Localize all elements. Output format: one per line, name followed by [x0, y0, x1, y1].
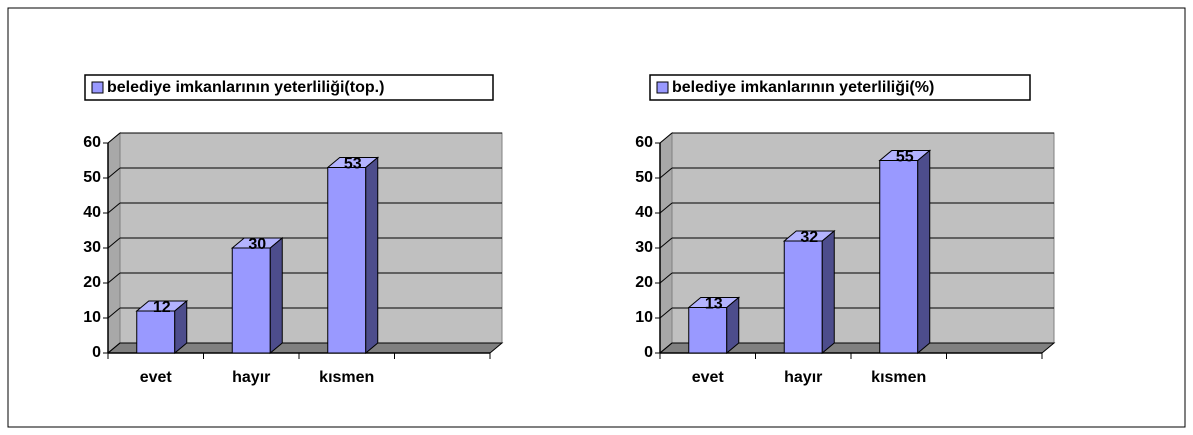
y-tick-label: 30: [83, 239, 101, 256]
bar-side: [821, 229, 835, 355]
legend-swatch: [91, 81, 104, 94]
bar-side: [269, 236, 283, 355]
x-tick-label: evet: [692, 369, 725, 386]
grid-line: [659, 132, 673, 144]
bar-side: [365, 156, 379, 355]
y-tick-label: 10: [83, 309, 101, 326]
legend-box: [84, 74, 494, 101]
y-tick-label: 40: [83, 204, 101, 221]
y-tick-label: 30: [635, 239, 653, 256]
legend-label: belediye imkanlarının yeterliliği(top.): [107, 79, 384, 96]
x-tick-label: hayır: [232, 369, 270, 386]
bar: [136, 310, 176, 354]
grid-line: [659, 342, 673, 354]
grid-line: [659, 307, 673, 319]
y-tick-label: 0: [644, 344, 653, 361]
grid-line: [659, 167, 673, 179]
bar: [327, 167, 367, 354]
bar: [231, 247, 271, 354]
y-tick-label: 40: [635, 204, 653, 221]
data-label: 32: [800, 229, 818, 246]
bar-side: [174, 299, 188, 355]
grid-line: [107, 167, 121, 179]
y-tick-label: 60: [635, 134, 653, 151]
x-tick-label: kısmen: [319, 369, 374, 386]
bar: [783, 240, 823, 354]
grid-line: [659, 202, 673, 214]
bar: [688, 307, 728, 354]
grid-line: [107, 132, 121, 144]
x-tick-label: evet: [140, 369, 173, 386]
y-tick-label: 20: [83, 274, 101, 291]
x-tick-label: hayır: [784, 369, 822, 386]
grid-line: [107, 342, 121, 354]
legend-label: belediye imkanlarının yeterliliği(%): [672, 79, 934, 96]
y-tick-label: 60: [83, 134, 101, 151]
y-tick-label: 20: [635, 274, 653, 291]
y-tick-label: 10: [635, 309, 653, 326]
data-label: 55: [896, 149, 914, 166]
data-label: 12: [153, 299, 171, 316]
y-tick-label: 50: [83, 169, 101, 186]
bar: [879, 160, 919, 354]
grid-line: [659, 272, 673, 284]
x-tick-label: kısmen: [871, 369, 926, 386]
bar-side: [726, 296, 740, 355]
data-label: 13: [705, 296, 723, 313]
grid-line: [107, 202, 121, 214]
legend-box: [649, 74, 1031, 101]
legend-swatch: [656, 81, 669, 94]
y-tick-label: 0: [92, 344, 101, 361]
grid-line: [107, 237, 121, 249]
data-label: 30: [248, 236, 266, 253]
grid-line: [107, 307, 121, 319]
grid-line: [659, 237, 673, 249]
bar-side: [917, 149, 931, 355]
y-tick-label: 50: [635, 169, 653, 186]
data-label: 53: [344, 156, 362, 173]
grid-line: [107, 272, 121, 284]
